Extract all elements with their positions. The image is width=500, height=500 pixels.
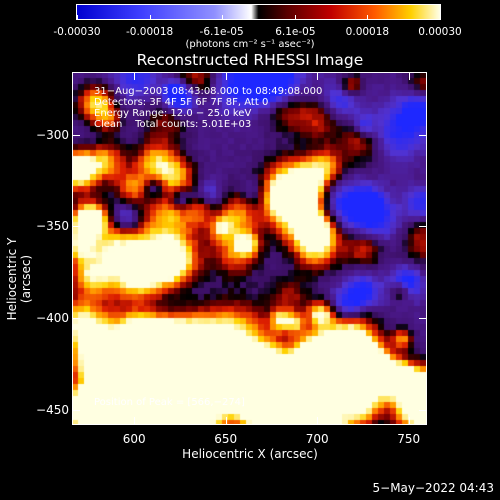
plot-timestamp: 5−May−2022 04:43 (372, 481, 495, 495)
y-tick-label: −400 (36, 311, 69, 326)
y-tick-mark (72, 134, 80, 136)
x-tick-mark (134, 72, 136, 80)
colorbar-tick-mark (440, 15, 441, 19)
y-tick-label: −300 (36, 127, 69, 142)
colorbar-tick-mark (295, 15, 297, 19)
y-tick-mark (419, 226, 427, 228)
colorbar (77, 5, 440, 19)
y-tick-mark (419, 410, 427, 412)
x-tick-mark (317, 72, 319, 80)
colorbar-tick-label: -6.1e-05 (199, 26, 244, 38)
y-tick-mark (419, 134, 427, 136)
x-tick-label: 750 (397, 432, 421, 446)
colorbar-tick-mark (77, 15, 78, 19)
colorbar-tick-mark (149, 15, 151, 19)
y-tick-mark (72, 318, 80, 320)
x-tick-mark (134, 417, 136, 425)
y-tick-mark (72, 226, 80, 228)
colorbar-units: (photons cm⁻² s⁻¹ asec⁻²) (185, 39, 315, 50)
colorbar-tick-label: -0.00018 (125, 26, 174, 38)
y-tick-label: −350 (36, 219, 69, 234)
colorbar-tick-mark (367, 15, 369, 19)
y-tick-mark (72, 410, 80, 412)
y-tick-mark (419, 318, 427, 320)
x-axis-label: Heliocentric X (arcsec) (182, 447, 318, 461)
annotation-detectors: Detectors: 3F 4F 5F 6F 7F 8F, Att 0 (94, 97, 269, 108)
x-tick-label: 650 (214, 432, 238, 446)
x-tick-mark (225, 417, 227, 425)
x-tick-label: 600 (122, 432, 146, 446)
y-tick-label: −450 (36, 403, 69, 418)
peak-position-label: Position of Peak = [566,−274] (94, 397, 245, 408)
colorbar-frame (76, 4, 441, 20)
x-tick-mark (408, 417, 410, 425)
annotation-time: 31−Aug−2003 08:43:08.000 to 08:49:08.000 (94, 86, 323, 97)
colorbar-tick-label: 6.1e-05 (275, 26, 316, 38)
y-axis-label: Heliocentric Y (arcsec) (5, 237, 33, 321)
annotation-energy: Energy Range: 12.0 − 25.0 keV (94, 108, 252, 119)
colorbar-tick-label: 0.00018 (345, 26, 390, 38)
colorbar-tick-label: -0.00030 (53, 26, 101, 38)
annotation-counts: Clean Total counts: 5.01E+03 (94, 119, 252, 130)
x-tick-mark (408, 72, 410, 80)
chart-title: Reconstructed RHESSI Image (136, 51, 364, 69)
x-tick-mark (225, 72, 227, 80)
colorbar-tick-mark (221, 15, 223, 19)
plot-frame (72, 72, 427, 425)
colorbar-tick-label: 0.00030 (418, 26, 462, 38)
x-tick-label: 700 (305, 432, 329, 446)
heatmap-image (72, 72, 427, 425)
x-tick-mark (317, 417, 319, 425)
